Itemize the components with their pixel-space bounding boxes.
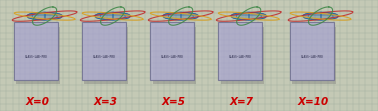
Bar <box>292 27 336 84</box>
Text: GLASS-LAB-PRO: GLASS-LAB-PRO <box>301 55 323 59</box>
Text: X=7: X=7 <box>229 97 253 107</box>
Text: X=3: X=3 <box>93 97 117 107</box>
Bar <box>85 27 128 84</box>
Bar <box>290 22 334 80</box>
Text: GLASS-LAB-PRO: GLASS-LAB-PRO <box>229 55 251 59</box>
Text: GLASS-LAB-PRO: GLASS-LAB-PRO <box>25 55 47 59</box>
Text: X=0: X=0 <box>25 97 49 107</box>
Text: GLASS-LAB-PRO: GLASS-LAB-PRO <box>93 55 115 59</box>
Text: GLASS-LAB-PRO: GLASS-LAB-PRO <box>161 55 183 59</box>
Bar <box>150 22 194 80</box>
Bar <box>218 22 262 80</box>
Bar <box>14 22 57 80</box>
Bar <box>152 27 196 84</box>
Bar <box>82 22 125 80</box>
Text: X=10: X=10 <box>297 97 328 107</box>
Text: X=5: X=5 <box>161 97 185 107</box>
Bar <box>221 27 264 84</box>
Bar <box>16 27 60 84</box>
